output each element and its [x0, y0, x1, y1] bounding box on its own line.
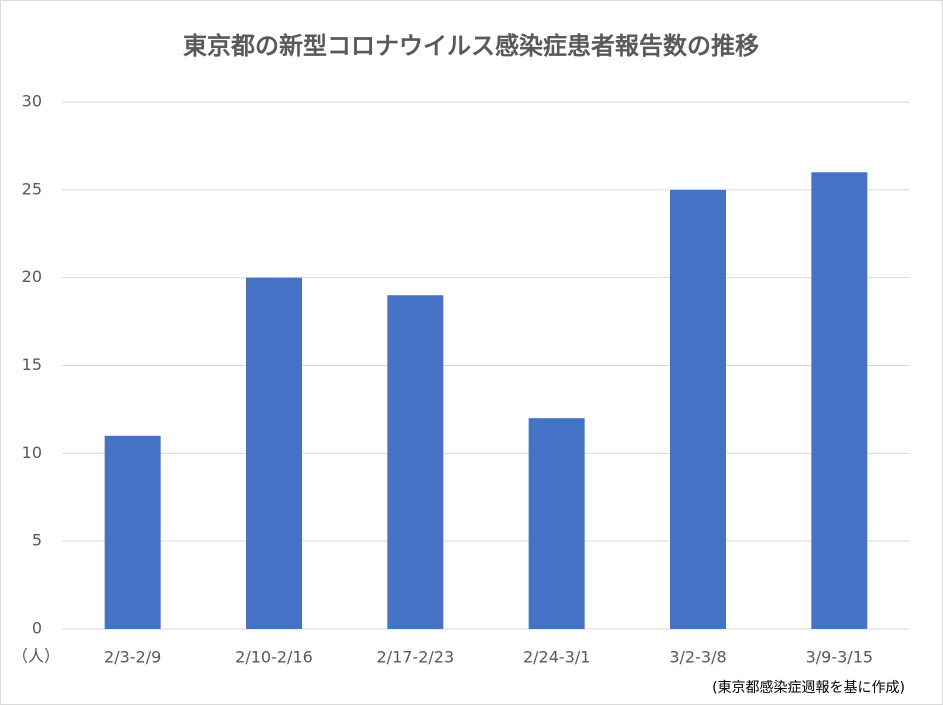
bar	[104, 435, 161, 629]
x-tick-label: 2/17-2/23	[377, 648, 455, 667]
bar	[670, 189, 726, 630]
x-tick-label: 2/3-2/9	[104, 648, 161, 667]
x-tick-label: 3/9-3/15	[806, 648, 873, 667]
bar	[387, 295, 444, 629]
y-tick-label: 10	[22, 443, 42, 462]
y-axis-unit: （人）	[12, 647, 60, 666]
x-tick-label: 2/24-3/1	[523, 648, 590, 667]
x-tick-label: 2/10-2/16	[235, 648, 313, 667]
bar	[246, 277, 302, 629]
source-note: (東京都感染症週報を基に作成)	[712, 679, 905, 696]
y-tick-label: 20	[22, 267, 42, 286]
x-tick-label: 3/2-3/8	[669, 648, 726, 667]
y-tick-label: 25	[22, 179, 42, 198]
bar	[528, 418, 585, 629]
y-tick-label: 30	[22, 92, 42, 111]
y-tick-label: 5	[32, 531, 42, 550]
bar	[811, 172, 868, 629]
y-tick-label: 15	[22, 355, 42, 374]
chart-title: 東京都の新型コロナウイルス感染症患者報告数の推移	[183, 32, 759, 60]
y-tick-label: 0	[32, 619, 42, 638]
